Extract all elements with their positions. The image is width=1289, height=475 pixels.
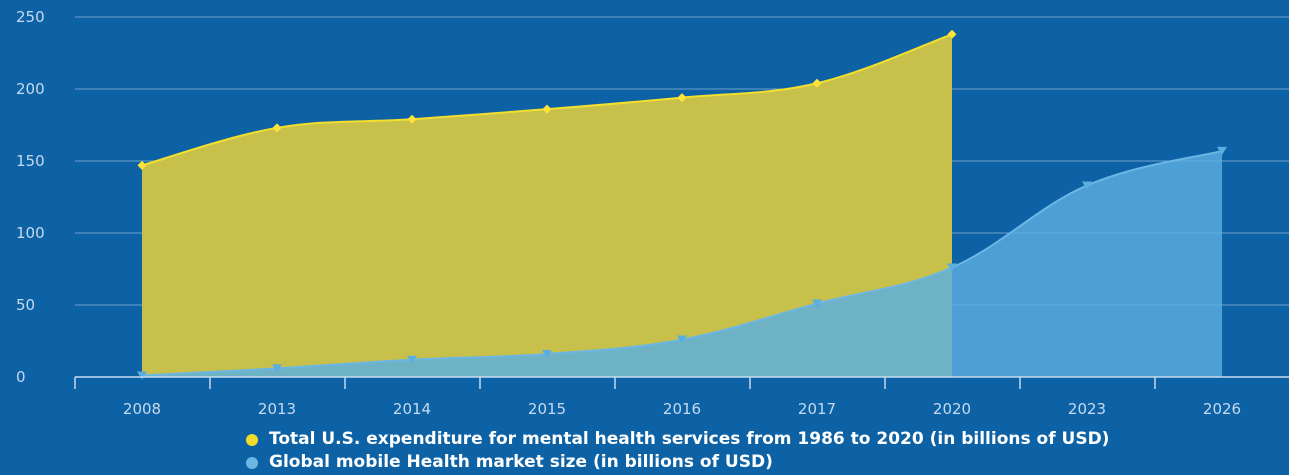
y-tick-label: 200 bbox=[16, 80, 45, 98]
data-point-us-expenditure bbox=[947, 29, 957, 39]
legend-item-us-expenditure[interactable]: Total U.S. expenditure for mental health… bbox=[246, 428, 1109, 451]
data-point-us-expenditure bbox=[407, 114, 417, 124]
data-point-mhealth-market bbox=[677, 335, 687, 344]
y-tick-label: 0 bbox=[16, 368, 26, 386]
y-tick-label: 250 bbox=[16, 8, 45, 26]
data-point-mhealth-market bbox=[272, 364, 282, 373]
x-tick-label: 2008 bbox=[123, 400, 161, 418]
data-point-mhealth-market bbox=[407, 355, 417, 364]
x-tick-label: 2026 bbox=[1203, 400, 1241, 418]
x-tick-label: 2020 bbox=[933, 400, 971, 418]
data-point-mhealth-market bbox=[137, 371, 147, 380]
legend-item-mhealth-market[interactable]: Global mobile Health market size (in bil… bbox=[246, 451, 1109, 474]
data-point-mhealth-market bbox=[812, 299, 822, 308]
x-tick-label: 2014 bbox=[393, 400, 431, 418]
data-point-us-expenditure bbox=[272, 123, 282, 133]
legend-marker-blue bbox=[246, 456, 258, 469]
x-tick-label: 2017 bbox=[798, 400, 836, 418]
x-axis: 2008 2013 2014 2015 2016 2017 2020 2023 2026 bbox=[74, 376, 1289, 418]
y-tick-label: 100 bbox=[16, 224, 45, 242]
data-point-mhealth-market bbox=[947, 263, 957, 272]
legend: Total U.S. expenditure for mental health… bbox=[246, 428, 1109, 474]
y-axis-tick-labels: 0 50 100 150 200 250 bbox=[16, 8, 45, 386]
x-tick-label: 2016 bbox=[663, 400, 701, 418]
x-tick-label: 2013 bbox=[258, 400, 296, 418]
y-tick-label: 150 bbox=[16, 152, 45, 170]
legend-label: Global mobile Health market size (in bil… bbox=[269, 452, 773, 472]
legend-marker-yellow bbox=[246, 433, 258, 446]
series-area-1 bbox=[142, 150, 1222, 377]
series-area-0 bbox=[142, 34, 952, 377]
data-point-mhealth-market bbox=[542, 349, 552, 358]
series-areas bbox=[142, 34, 1222, 377]
data-point-mhealth-market bbox=[1082, 181, 1092, 190]
legend-label: Total U.S. expenditure for mental health… bbox=[269, 429, 1110, 449]
series-markers bbox=[137, 29, 1227, 380]
x-tick-label: 2015 bbox=[528, 400, 566, 418]
data-point-us-expenditure bbox=[812, 78, 822, 88]
y-tick-label: 50 bbox=[16, 296, 35, 314]
data-point-us-expenditure bbox=[137, 160, 147, 170]
data-point-us-expenditure bbox=[542, 104, 552, 114]
data-point-mhealth-market bbox=[1217, 146, 1227, 155]
x-tick-label: 2023 bbox=[1068, 400, 1106, 418]
data-point-us-expenditure bbox=[677, 93, 687, 103]
